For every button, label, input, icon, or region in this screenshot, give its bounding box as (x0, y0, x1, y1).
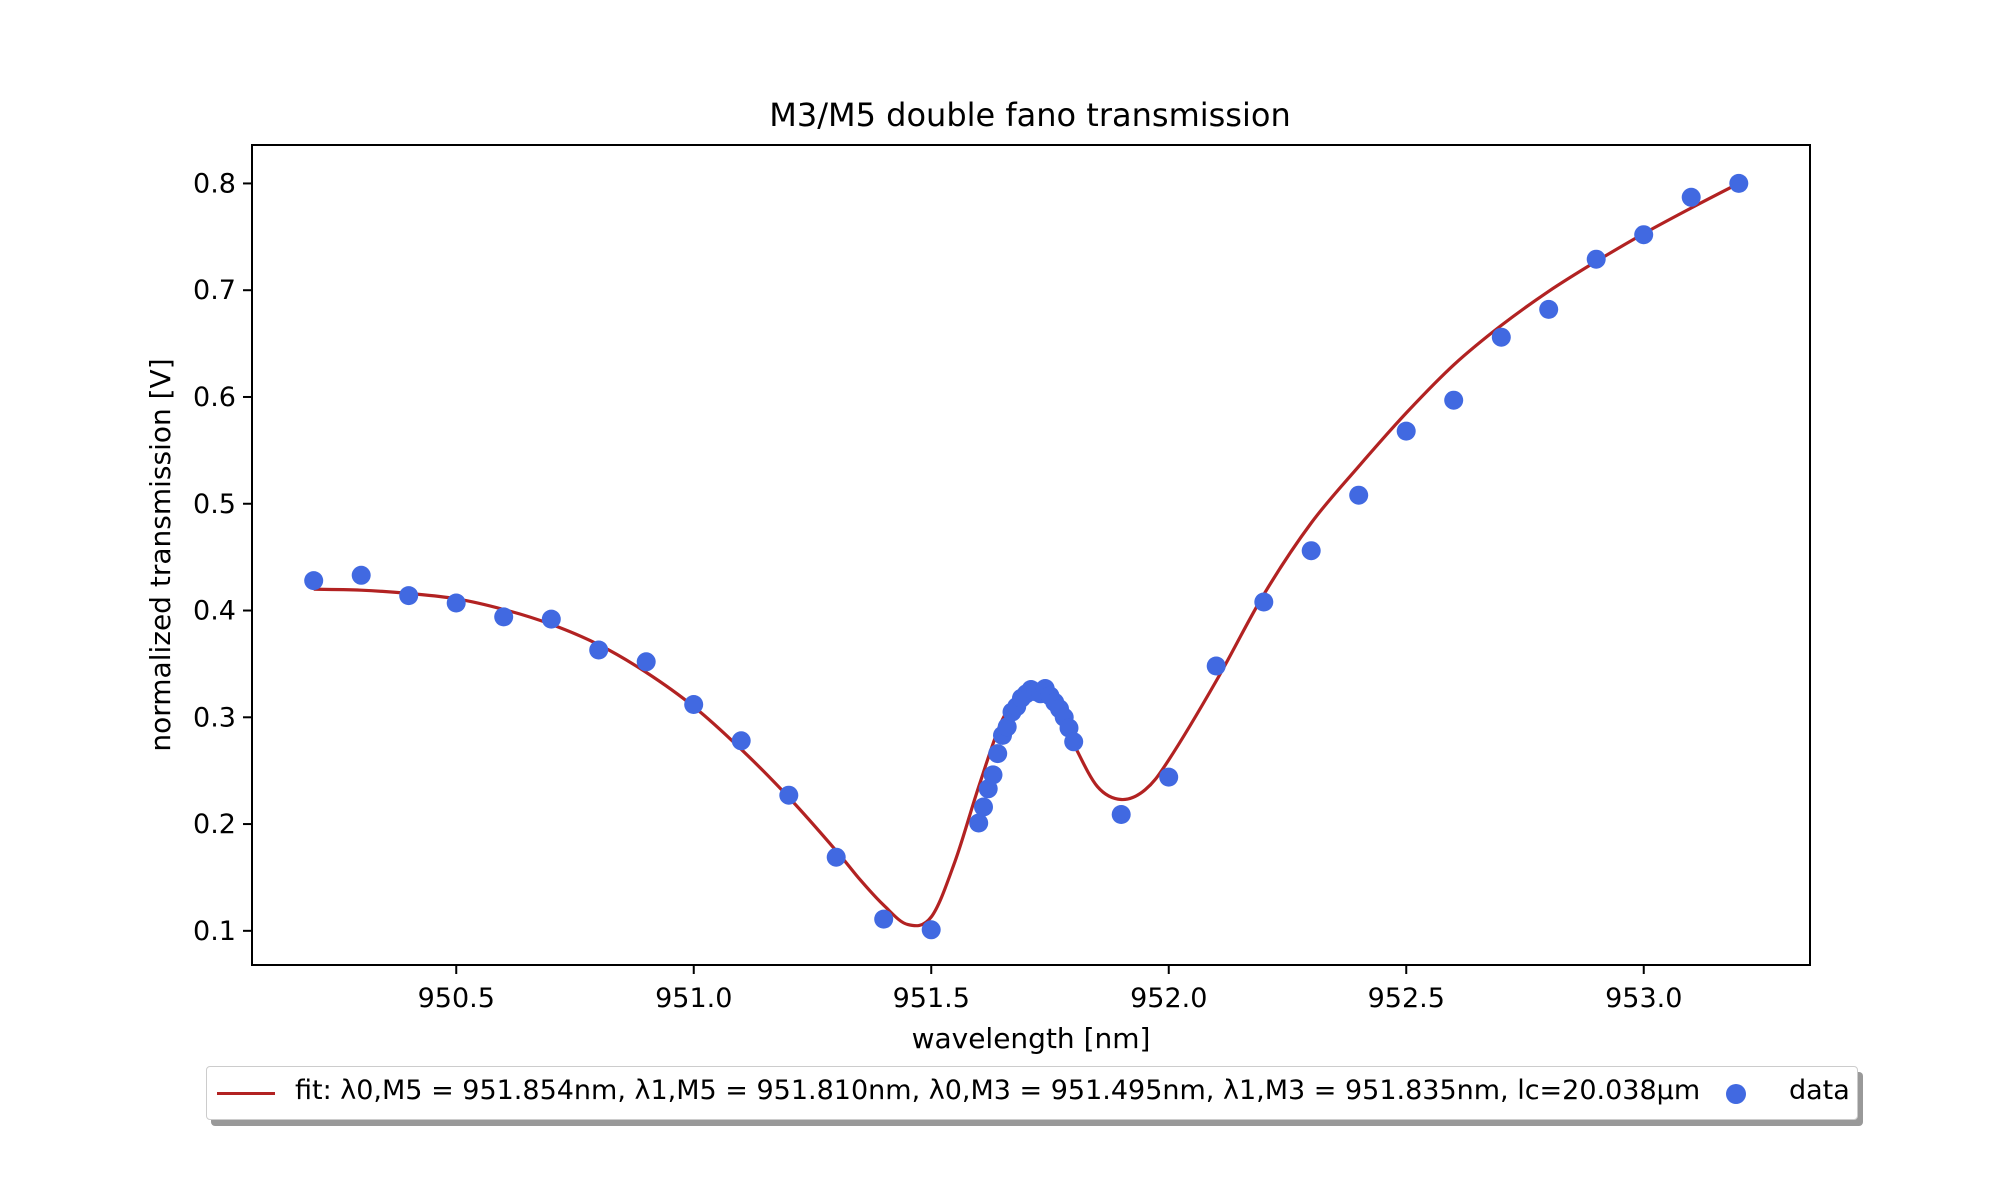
y-axis-ticks: 0.1 0.2 0.3 0.4 0.5 0.6 0.7 0.8 (193, 168, 252, 947)
y-tick-label: 0.7 (193, 275, 236, 306)
x-tick-label: 952.5 (1368, 983, 1445, 1014)
data-point (1301, 541, 1321, 561)
plot-frame (251, 144, 1811, 966)
data-point (1586, 249, 1606, 269)
data-point (983, 765, 1003, 785)
data-point (1159, 767, 1179, 787)
data-point (997, 717, 1017, 737)
data-point (1111, 805, 1131, 824)
data-point (541, 609, 561, 629)
y-tick-label: 0.3 (193, 702, 236, 733)
data-point (1681, 187, 1701, 207)
x-tick-label: 951.0 (655, 983, 732, 1014)
x-tick-label: 951.5 (893, 983, 970, 1014)
y-axis-label: normalized transmission [V] (144, 358, 177, 751)
data-point (826, 847, 846, 867)
data-point (684, 695, 704, 714)
data-point (1729, 173, 1749, 193)
chart-title: M3/M5 double fano transmission (769, 96, 1290, 134)
data-point (921, 920, 941, 940)
fit-line (313, 181, 1740, 928)
legend-fit-label: fit: λ0,M5 = 951.854nm, λ1,M5 = 951.810n… (295, 1075, 1701, 1106)
data-point (1444, 390, 1464, 410)
data-point (974, 797, 993, 817)
x-tick-label: 952.0 (1130, 983, 1207, 1014)
x-tick-label: 950.5 (418, 983, 495, 1014)
data-point (589, 640, 609, 660)
data-point (399, 586, 419, 606)
data-point (494, 607, 514, 627)
x-tick-label: 953.0 (1605, 983, 1682, 1014)
y-tick-label: 0.8 (193, 168, 236, 199)
data-point (1254, 592, 1274, 612)
data-point (1064, 732, 1084, 752)
data-point (1539, 299, 1559, 319)
x-axis-label: wavelength [nm] (912, 1022, 1151, 1055)
y-tick-label: 0.5 (193, 489, 236, 520)
data-point (779, 785, 799, 805)
data-point (969, 813, 989, 833)
y-tick-label: 0.2 (193, 809, 236, 840)
legend-fit-swatch (217, 1092, 275, 1095)
y-tick-label: 0.1 (193, 916, 236, 947)
y-tick-label: 0.6 (193, 382, 236, 413)
data-point (446, 593, 466, 613)
data-point (1634, 225, 1654, 245)
data-point (1396, 421, 1416, 441)
y-tick-label: 0.4 (193, 596, 236, 627)
legend-data-label: data (1789, 1075, 1850, 1106)
data-point (304, 571, 324, 591)
legend-data-swatch (1726, 1084, 1746, 1104)
legend: fit: λ0,M5 = 951.854nm, λ1,M5 = 951.810n… (206, 1066, 1858, 1120)
data-point (874, 909, 894, 929)
scatter-layer (304, 173, 1749, 940)
data-point (731, 731, 751, 751)
data-point (351, 565, 371, 585)
data-point (636, 652, 656, 672)
data-point (1206, 656, 1226, 676)
x-axis-ticks: 950.5 951.0 951.5 952.0 952.5 953.0 (418, 965, 1682, 1014)
data-point (988, 744, 1008, 764)
data-point (1349, 485, 1369, 505)
data-point (1491, 327, 1511, 347)
fit-layer (313, 181, 1740, 928)
